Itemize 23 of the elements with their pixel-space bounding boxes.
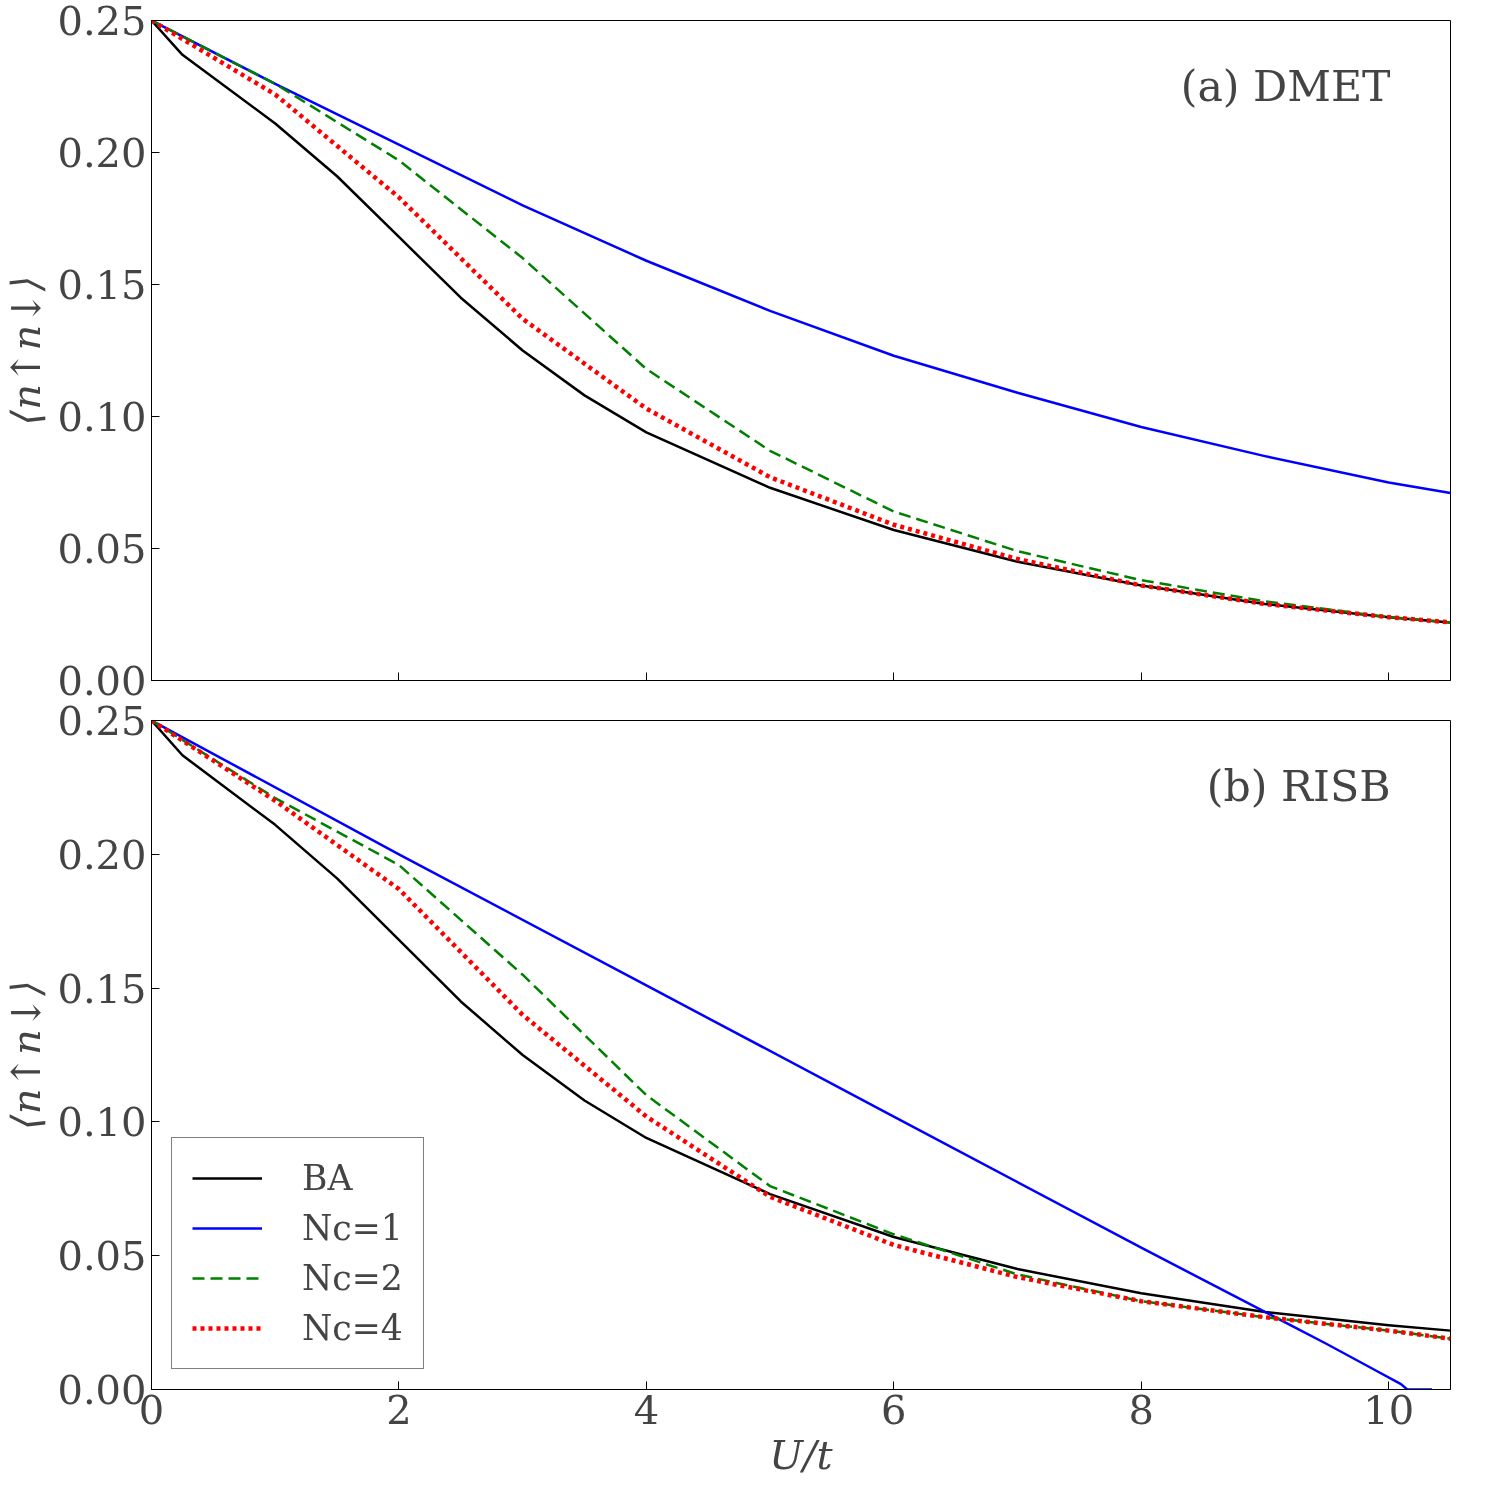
x-tick-label: 10 [1363,1386,1415,1433]
y-tick-label: 0.20 [57,831,147,878]
legend-label: Nc=1 [302,1208,403,1248]
y-axis-title: ⟨n↑n↓⟩ [3,980,50,1130]
y-axis-title: ⟨n↑n↓⟩ [3,275,50,426]
y-tick-label: 0.10 [57,394,147,440]
y-tick-label: 0.05 [57,1233,147,1280]
y-tick-label: 0.15 [57,965,147,1012]
y-tick-label: 0.05 [57,526,147,572]
x-tick-label: 4 [633,1386,660,1433]
x-tick-label: 6 [881,1386,907,1433]
annotation: (a) DMET [1180,60,1392,111]
x-tick-label: 8 [1128,1386,1154,1433]
legend-label: Nc=4 [302,1308,403,1348]
y-tick-label: 0.10 [57,1099,147,1146]
legend-label: Nc=2 [302,1258,403,1298]
y-tick-label: 0.25 [57,0,147,44]
y-tick-label: 0.15 [57,262,147,308]
y-tick-label: 0.20 [57,130,147,176]
x-axis-title: U/t [769,1431,834,1478]
annotation: (b) RISB [1206,760,1391,811]
legend-label: BA [302,1158,353,1198]
x-tick-label: 2 [386,1386,412,1433]
